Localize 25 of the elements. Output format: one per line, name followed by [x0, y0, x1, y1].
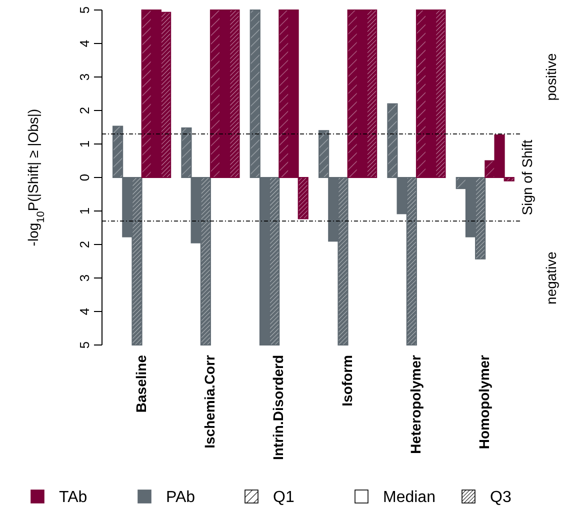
text: Q3 — [490, 489, 512, 506]
legend-label: TAb — [59, 489, 88, 506]
y-tick-label: 4 — [77, 308, 92, 316]
y-tick-label: 5 — [77, 341, 92, 349]
legend-label: PAb — [166, 489, 196, 506]
y2-axis-title: Sign of Shift — [519, 140, 535, 216]
text: positive — [543, 53, 559, 101]
y-tick-label: 4 — [77, 40, 92, 48]
y-tick-label: 3 — [77, 73, 92, 81]
y-tick-label: 2 — [77, 106, 92, 114]
x-tick-label: Homopolymer — [476, 354, 492, 450]
y-tick-label: 0 — [77, 174, 92, 182]
y-tick-label: 1 — [77, 140, 92, 148]
x-tick-label: Heteropolymer — [407, 354, 424, 454]
x-tick-label: Intrin.Disorderd — [270, 355, 286, 460]
text: negative — [543, 251, 559, 304]
x-tick-label: Isoform — [338, 355, 355, 406]
x-tick-label: Baseline — [132, 354, 149, 413]
y-tick-label: 3 — [77, 274, 92, 282]
y-tick-label: 5 — [77, 6, 92, 14]
y-tick-label: 1 — [77, 207, 92, 215]
text: Median — [383, 489, 436, 506]
text: Q1 — [273, 489, 294, 506]
y-tick-label: 2 — [77, 240, 92, 248]
x-tick-label: Ischemia.Corr — [201, 354, 218, 448]
